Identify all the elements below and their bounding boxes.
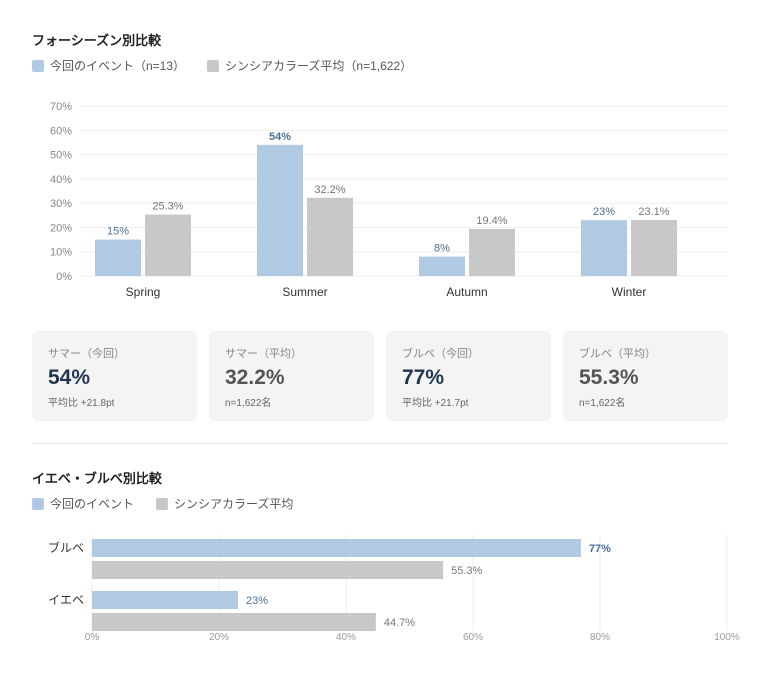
legend-item-current: 今回のイベント（n=13）: [32, 57, 185, 74]
bar-value-label: 23%: [246, 595, 268, 607]
card-value: 55.3%: [579, 366, 639, 389]
y-tick-label: 70%: [50, 101, 72, 113]
card-value: 32.2%: [225, 366, 285, 389]
legend-swatch-average: [207, 59, 220, 72]
card-label: サマー（平均）: [225, 348, 302, 360]
bar: [307, 197, 353, 276]
bar-value-label: 32.2%: [314, 184, 345, 196]
bar-value-label: 55.3%: [451, 565, 482, 577]
x-tick-label: 20%: [209, 632, 229, 643]
bar: [581, 220, 627, 276]
bar: [92, 561, 444, 579]
bar: [92, 591, 239, 609]
undertone-bar-chart: 0% 20% 40% 60% 80% 100% ブルベ 77% 55.3% イエベ 23% 44.7%: [48, 535, 740, 643]
legend-label-average: シンシアカラーズ平均: [174, 497, 294, 511]
y-tick-label: 40%: [50, 174, 72, 186]
bar-value-label: 15%: [107, 226, 129, 238]
summary-card: ブルベ（平均） 55.3% n=1,622名: [563, 331, 728, 421]
bar: [145, 214, 191, 276]
legend-label-average: シンシアカラーズ平均（n=1,622）: [225, 59, 413, 73]
y-tick-label: 30%: [50, 198, 72, 210]
x-category-label: Summer: [282, 285, 327, 299]
bar-value-label: 19.4%: [476, 215, 507, 227]
legend-swatch-current: [32, 59, 44, 72]
card-sub: 平均比 +21.8pt: [48, 398, 115, 409]
summary-card: ブルベ（今回） 77% 平均比 +21.7pt: [386, 331, 551, 421]
card-sub: n=1,622名: [225, 398, 272, 409]
bar-value-label: 54%: [269, 131, 291, 143]
y-tick-label: 10%: [50, 247, 72, 259]
card-label: ブルベ（今回）: [402, 348, 479, 360]
card-value: 54%: [48, 366, 91, 389]
summary-card: サマー（平均） 32.2% n=1,622名: [209, 331, 374, 421]
bar-value-label: 44.7%: [384, 617, 415, 629]
legend-item-average: シンシアカラーズ平均: [156, 495, 293, 512]
legend-item-average: シンシアカラーズ平均（n=1,622）: [207, 57, 412, 74]
bar-value-label: 77%: [589, 543, 611, 555]
x-tick-label: 60%: [463, 632, 483, 643]
summary-card: サマー（今回） 54% 平均比 +21.8pt: [32, 331, 197, 421]
y-category-label: イエベ: [48, 593, 84, 607]
y-tick-label: 50%: [50, 150, 72, 162]
bar-value-label: 25.3%: [152, 201, 183, 213]
card-value: 77%: [402, 366, 445, 389]
bar-value-label: 8%: [434, 243, 450, 255]
season-bar-chart: 0% 10% 20% 30% 40% 50% 60% 70% 15% 25.3% Spring 54%…: [50, 101, 728, 299]
x-category-label: Autumn: [446, 285, 487, 299]
card-sub: n=1,622名: [579, 398, 626, 409]
season-section-title: フォーシーズン別比較: [32, 33, 162, 48]
x-tick-label: 40%: [336, 632, 356, 643]
legend-item-current: 今回のイベント: [32, 495, 134, 512]
bar: [95, 239, 141, 276]
card-sub: 平均比 +21.7pt: [402, 398, 469, 409]
season-legend: 今回のイベント（n=13） シンシアカラーズ平均（n=1,622）: [32, 57, 434, 74]
bar: [419, 256, 465, 276]
bar-value-label: 23.1%: [638, 206, 669, 218]
card-label: サマー（今回）: [48, 348, 125, 360]
x-category-label: Spring: [126, 285, 161, 299]
bar: [469, 228, 515, 276]
x-tick-label: 0%: [85, 632, 100, 643]
x-category-label: Winter: [612, 285, 647, 299]
card-label: ブルベ（平均）: [579, 348, 656, 360]
bar: [257, 144, 303, 276]
y-tick-label: 0%: [56, 271, 72, 283]
undertone-legend: 今回のイベント シンシアカラーズ平均: [32, 495, 315, 512]
bar: [92, 613, 376, 631]
y-tick-label: 20%: [50, 222, 72, 234]
x-tick-label: 80%: [590, 632, 610, 643]
legend-label-current: 今回のイベント: [50, 497, 135, 511]
legend-swatch-current: [32, 497, 44, 510]
undertone-section-title: イエベ・ブルベ別比較: [32, 471, 162, 486]
x-tick-label: 100%: [714, 632, 740, 643]
summary-cards: サマー（今回） 54% 平均比 +21.8pt サマー（平均） 32.2% n=…: [32, 331, 728, 421]
y-category-label: ブルベ: [48, 540, 84, 555]
bar-value-label: 23%: [593, 206, 615, 218]
bar: [631, 219, 677, 276]
legend-label-current: 今回のイベント（n=13）: [50, 59, 186, 73]
y-tick-label: 60%: [50, 125, 72, 137]
legend-swatch-average: [156, 497, 169, 510]
bar: [92, 539, 581, 557]
section-divider: [32, 443, 728, 444]
